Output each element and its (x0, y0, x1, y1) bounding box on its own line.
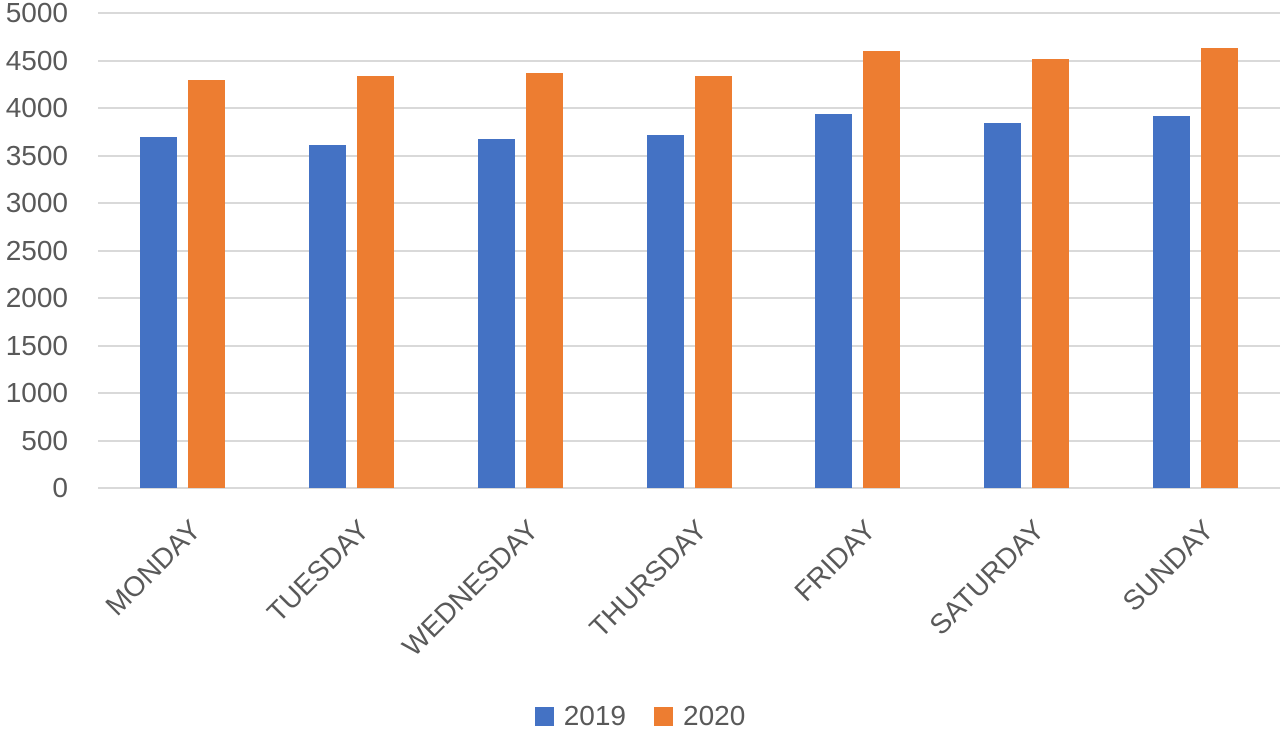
gridline (98, 59, 1280, 62)
y-axis-tick-label: 4500 (5, 44, 68, 76)
x-axis-category-label: WEDNESDAY (396, 514, 545, 663)
bar-2020-monday (187, 79, 225, 488)
bar-2019-thursday (646, 134, 684, 488)
bar-2019-friday (815, 113, 853, 488)
gridline (98, 154, 1280, 157)
bar-2019-monday (139, 136, 177, 488)
bar-2020-saturday (1032, 58, 1070, 488)
gridline (98, 249, 1280, 252)
y-axis-tick-label: 4000 (5, 92, 68, 123)
gridline (98, 439, 1280, 442)
bar-2020-sunday (1201, 48, 1239, 488)
gridline (98, 12, 1280, 14)
bar-2020-thursday (694, 75, 732, 488)
bar-2020-tuesday (356, 75, 394, 488)
gridline (98, 344, 1280, 347)
legend-label-2020: 2020 (683, 700, 746, 731)
legend-item-2019: 2019 (534, 700, 626, 731)
bar-2019-sunday (1153, 115, 1191, 488)
y-axis-tick-label: 2000 (5, 282, 68, 313)
bar-2019-saturday (984, 123, 1022, 488)
gridline (98, 107, 1280, 109)
y-axis-tick-label: 500 (21, 424, 68, 456)
gridline (98, 392, 1280, 394)
bar-2019-wednesday (477, 139, 515, 488)
x-axis-category-label: SUNDAY (1116, 514, 1220, 617)
gridline (98, 487, 1280, 489)
gridline (98, 202, 1280, 204)
legend-label-2019: 2019 (563, 700, 626, 731)
y-axis-tick-label: 1000 (5, 377, 68, 408)
gridline (98, 297, 1280, 299)
y-axis-tick-label: 2500 (5, 234, 68, 266)
legend-item-2020: 2020 (654, 702, 745, 730)
y-axis-tick-label: 3500 (5, 139, 68, 171)
y-axis-tick-label: 3000 (5, 187, 68, 218)
y-axis-tick-label: 0 (52, 472, 68, 503)
bar-2020-wednesday (525, 72, 563, 488)
x-axis-category-label: SATURDAY (923, 514, 1051, 641)
x-axis-category-label: THURSDAY (583, 514, 713, 644)
x-axis-category-label: TUESDAY (261, 514, 376, 628)
bar-2020-friday (863, 51, 901, 488)
x-axis-category-label: FRIDAY (788, 514, 882, 608)
legend: 2019 2020 (0, 702, 1280, 730)
y-axis-tick-label: 1500 (5, 329, 68, 361)
legend-swatch-2020 (654, 706, 673, 726)
bar-2019-tuesday (308, 145, 346, 488)
x-axis-category-label: MONDAY (98, 514, 207, 622)
legend-swatch-2019 (534, 706, 554, 726)
y-axis-tick-label: 5000 (5, 0, 68, 28)
